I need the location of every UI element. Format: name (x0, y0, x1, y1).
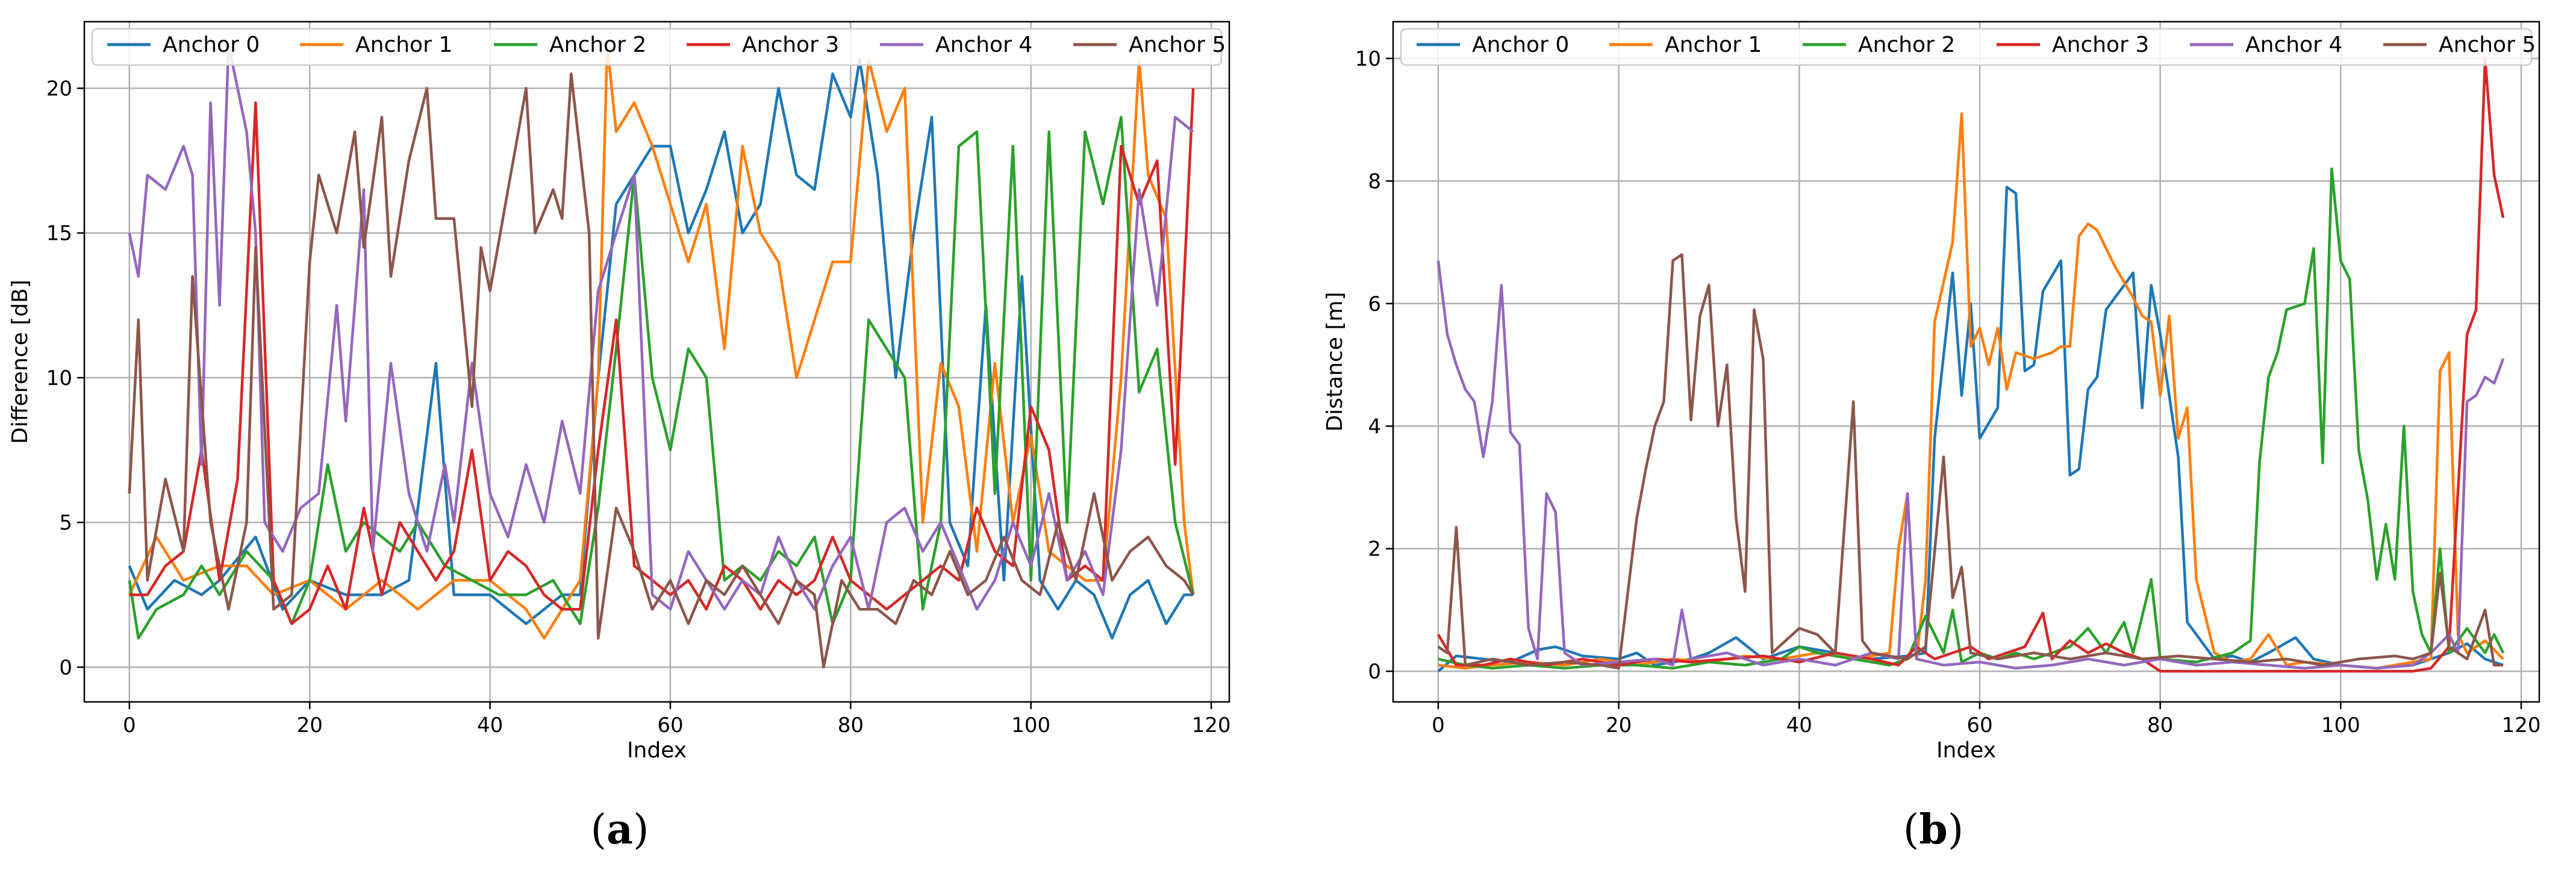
chart-panel-a: 0 20 40 60 80 100 120 0 5 10 15 20 Index Difference [… (8, 20, 1231, 763)
y-tick-label: 8 (1368, 169, 1381, 193)
series-line-anchor-5 (128, 72, 1195, 669)
legend-label: Anchor 4 (2245, 33, 2342, 57)
x-tick-label: 60 (1966, 713, 1992, 737)
legend-item: Anchor 1 (1609, 33, 1762, 57)
legend: Anchor 0 Anchor 1 Anchor 2 Anchor 3 Anchor 4… (1400, 28, 2536, 66)
y-tick-label: 6 (1368, 292, 1381, 316)
legend-label: Anchor 3 (742, 33, 839, 57)
series-line-anchor-0 (1437, 186, 2504, 672)
x-tick-label: 40 (1786, 713, 1812, 737)
x-axis-label: Index (627, 738, 687, 763)
legend-item: Anchor 3 (687, 33, 839, 57)
y-tick-label: 10 (46, 366, 72, 390)
series-line-anchor-3 (1436, 57, 2505, 673)
caption-a: (a) (590, 806, 649, 854)
legend-label: Anchor 0 (1472, 33, 1569, 57)
axes-frame (83, 20, 1230, 703)
legend-item: Anchor 0 (107, 33, 260, 57)
axes-frame (1392, 20, 2540, 703)
x-tick-label: 100 (1011, 713, 1050, 737)
legend-box (1400, 28, 2533, 66)
series-line-anchor-3 (129, 88, 1195, 625)
y-axis-label: Distance [m] (1323, 292, 1347, 431)
legend-label: Anchor 5 (2439, 33, 2536, 57)
y-tick-label: 0 (59, 656, 72, 680)
y-tick-label: 5 (59, 511, 72, 535)
legend-box (91, 28, 1223, 66)
legend-label: Anchor 2 (1858, 33, 1955, 57)
series-line-anchor-4 (128, 43, 1194, 611)
legend-item: Anchor 3 (1997, 33, 2149, 57)
x-tick-label: 120 (2502, 713, 2541, 737)
legend-item: Anchor 1 (300, 33, 452, 57)
y-tick-label: 0 (1368, 660, 1381, 684)
legend-item: Anchor 4 (2190, 33, 2342, 57)
series-line-anchor-1 (128, 43, 1195, 640)
x-axis-label: Index (1936, 738, 1996, 763)
legend-item: Anchor 2 (1803, 33, 1955, 57)
y-tick-label: 4 (1368, 415, 1381, 439)
x-tick-label: 0 (1432, 713, 1445, 737)
series-line-anchor-0 (128, 58, 1194, 640)
legend-label: Anchor 5 (1129, 33, 1226, 57)
legend-item: Anchor 5 (1073, 33, 1226, 57)
y-tick-label: 2 (1368, 537, 1381, 562)
legend-label: Anchor 1 (1665, 33, 1762, 57)
legend-item: Anchor 5 (2383, 33, 2536, 57)
legend-label: Anchor 1 (355, 33, 452, 57)
legend-label: Anchor 0 (163, 33, 260, 57)
y-tick-label: 10 (1355, 47, 1381, 71)
legend-label: Anchor 2 (549, 33, 646, 57)
x-tick-label: 20 (1606, 713, 1632, 737)
legend-item: Anchor 0 (1417, 33, 1569, 57)
series-line-anchor-5 (1437, 253, 2504, 670)
y-axis-label: Difference [dB] (8, 280, 33, 444)
x-tick-label: 20 (297, 713, 323, 737)
x-tick-label: 80 (2147, 713, 2173, 737)
x-tick-label: 120 (1192, 713, 1231, 737)
series-line-anchor-2 (1438, 167, 2505, 670)
legend: Anchor 0 Anchor 1 Anchor 2 Anchor 3 Anchor 4… (91, 28, 1226, 66)
legend-item: Anchor 2 (494, 33, 646, 57)
series-line-anchor-2 (128, 116, 1195, 640)
x-tick-label: 100 (2321, 713, 2360, 737)
chart-panel-b: 0 20 40 60 80 100 120 0 2 4 6 8 10 Index Distance [m] A… (1323, 20, 2541, 763)
x-tick-label: 0 (123, 713, 136, 737)
x-tick-label: 80 (838, 713, 864, 737)
legend-label: Anchor 3 (2052, 33, 2149, 57)
series-line-anchor-4 (1436, 260, 2505, 670)
x-tick-label: 40 (477, 713, 503, 737)
y-tick-label: 20 (46, 77, 72, 101)
x-tick-label: 60 (657, 713, 683, 737)
legend-item: Anchor 4 (880, 33, 1032, 57)
y-tick-label: 15 (46, 222, 72, 246)
series-line-anchor-1 (1438, 112, 2504, 670)
legend-label: Anchor 4 (935, 33, 1032, 57)
caption-b: (b) (1903, 806, 1964, 854)
